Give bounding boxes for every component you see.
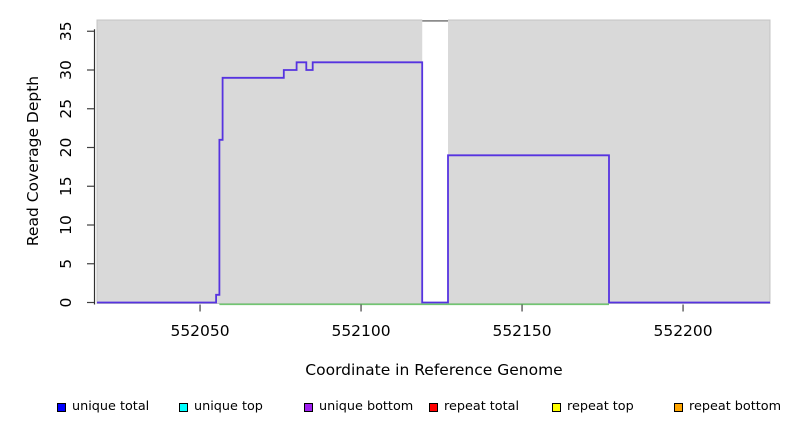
y-axis-tick-label: 10 xyxy=(57,215,75,235)
legend-item-repeat-total: repeat total xyxy=(429,400,519,414)
legend-item-repeat-bottom: repeat bottom xyxy=(674,400,781,414)
coverage-line xyxy=(97,61,770,304)
masked-region xyxy=(422,19,448,304)
legend-item-repeat-top: repeat top xyxy=(552,400,634,414)
y-axis-tick-label: 35 xyxy=(57,21,75,41)
legend-item-unique-total: unique total xyxy=(57,400,149,414)
unique-top-swatch-icon xyxy=(179,402,188,412)
legend-item-unique-top: unique top xyxy=(179,400,263,414)
x-axis-tick-label: 552200 xyxy=(653,322,712,340)
x-axis-tick-label: 552050 xyxy=(170,322,229,340)
unique-total-swatch-icon xyxy=(57,402,66,412)
legend-item-label: unique bottom xyxy=(319,399,414,414)
repeat-bottom-swatch-icon xyxy=(674,402,683,412)
legend-item-label: repeat bottom xyxy=(689,399,782,414)
y-axis-tick-label: 0 xyxy=(57,298,75,308)
y-axis-title: Read Coverage Depth xyxy=(24,75,42,247)
repeat-total-swatch-icon xyxy=(429,402,438,412)
y-axis-tick-label: 15 xyxy=(57,176,75,196)
legend-item-label: repeat top xyxy=(567,399,634,414)
y-axis-tick-label: 30 xyxy=(57,60,75,80)
repeat-top-swatch-icon xyxy=(552,402,561,412)
legend-item-label: repeat total xyxy=(444,399,520,414)
y-axis-tick-label: 25 xyxy=(57,99,75,119)
y-axis-tick-label: 20 xyxy=(57,138,75,158)
x-axis-title: Coordinate in Reference Genome xyxy=(305,361,563,379)
legend-item-label: unique total xyxy=(72,399,150,414)
x-axis-tick-label: 552100 xyxy=(331,322,390,340)
legend-item-unique-bottom: unique bottom xyxy=(304,400,413,414)
unique-bottom-swatch-icon xyxy=(304,402,313,412)
y-axis-tick-label: 5 xyxy=(57,259,75,269)
legend-item-label: unique top xyxy=(194,399,263,414)
x-axis-tick-label: 552150 xyxy=(492,322,551,340)
